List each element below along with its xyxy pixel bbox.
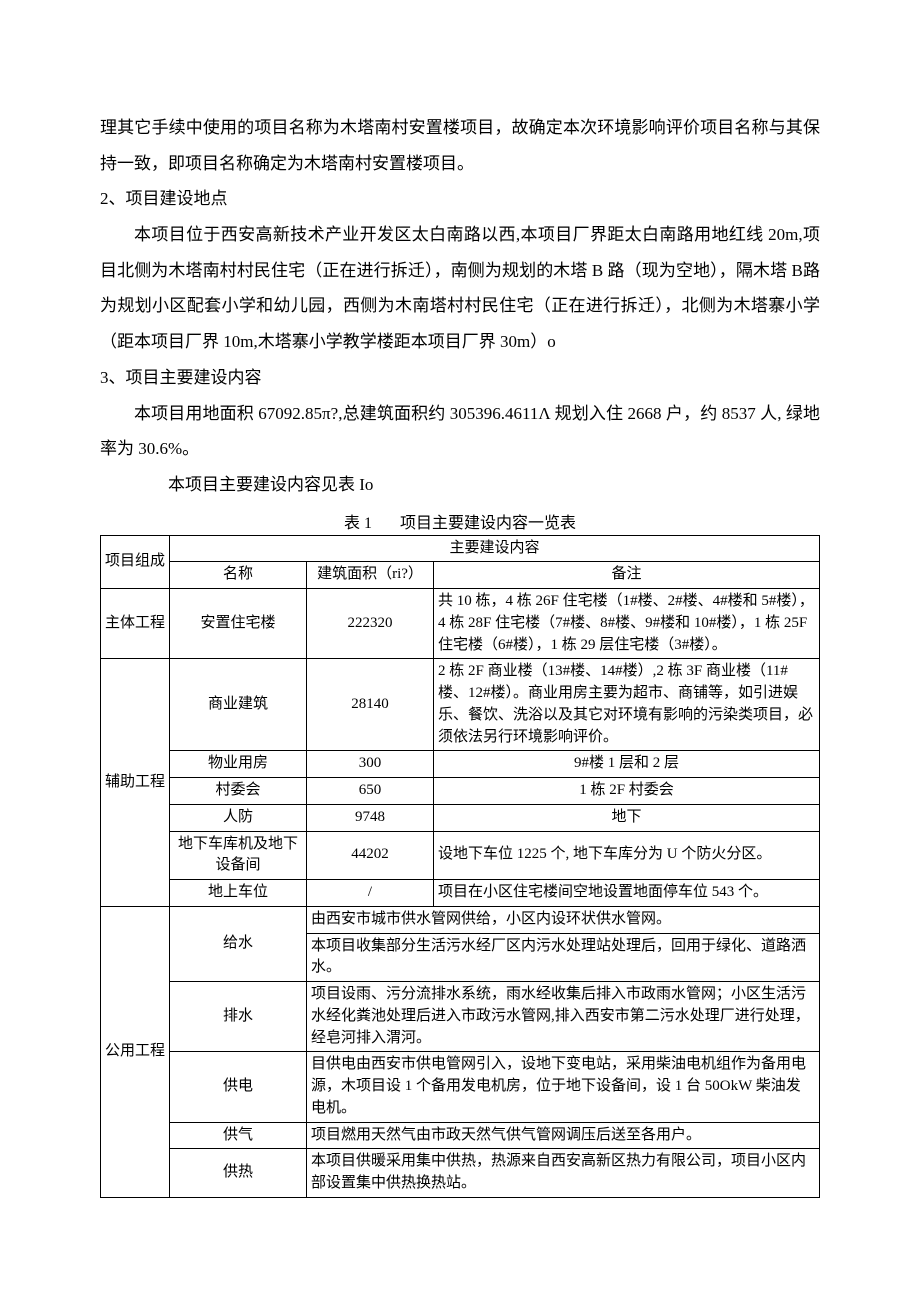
cell-note: 项目燃用天然气由市政天然气供气管网调压后送至各用户。 — [307, 1122, 820, 1149]
cell-area: / — [307, 880, 434, 907]
header-main: 主要建设内容 — [170, 535, 820, 562]
cell-note: 2 栋 2F 商业楼（13#楼、14#楼）,2 栋 3F 商业楼（11#楼、12… — [434, 659, 820, 751]
table-caption-number: 表 1 — [344, 515, 372, 532]
cell-name: 供电 — [170, 1052, 307, 1122]
cell-note: 1 栋 2F 村委会 — [434, 778, 820, 805]
cell-area: 44202 — [307, 831, 434, 880]
cell-name: 供热 — [170, 1149, 307, 1198]
cell-area: 300 — [307, 751, 434, 778]
section-heading: 3、项目主要建设内容 — [100, 360, 820, 396]
table-row: 公用工程 给水 由西安市城市供水管网供给，小区内设环状供水管网。 — [101, 906, 820, 933]
cell-note: 设地下车位 1225 个, 地下车库分为 U 个防火分区。 — [434, 831, 820, 880]
document-page: 理其它手续中使用的项目名称为木塔南村安置楼项目，故确定本次环境影响评价项目名称与… — [0, 0, 920, 1258]
cell-note: 9#楼 1 层和 2 层 — [434, 751, 820, 778]
cell-area: 222320 — [307, 589, 434, 659]
cell-area: 9748 — [307, 804, 434, 831]
table-caption: 表 1 项目主要建设内容一览表 — [100, 509, 820, 533]
paragraph: 本项目位于西安高新技术产业开发区太白南路以西,本项目厂界距太白南路用地红线 20… — [100, 217, 820, 360]
group-label: 公用工程 — [101, 906, 170, 1197]
table-row: 供气 项目燃用天然气由市政天然气供气管网调压后送至各用户。 — [101, 1122, 820, 1149]
cell-name: 安置住宅楼 — [170, 589, 307, 659]
section-heading: 2、项目建设地点 — [100, 181, 820, 217]
table-row: 辅助工程 商业建筑 28140 2 栋 2F 商业楼（13#楼、14#楼）,2 … — [101, 659, 820, 751]
header-group: 项目组成 — [101, 535, 170, 589]
cell-name: 地上车位 — [170, 880, 307, 907]
cell-name: 供气 — [170, 1122, 307, 1149]
table-row: 人防 9748 地下 — [101, 804, 820, 831]
header-name: 名称 — [170, 562, 307, 589]
table-row: 地下车库机及地下设备间 44202 设地下车位 1225 个, 地下车库分为 U… — [101, 831, 820, 880]
cell-note: 项目在小区住宅楼间空地设置地面停车位 543 个。 — [434, 880, 820, 907]
paragraph: 理其它手续中使用的项目名称为木塔南村安置楼项目，故确定本次环境影响评价项目名称与… — [100, 110, 820, 181]
cell-area: 650 — [307, 778, 434, 805]
group-label: 辅助工程 — [101, 659, 170, 907]
cell-note: 目供电由西安市供电管网引入，设地下变电站，采用柴油电机组作为备用电源，木项目设 … — [307, 1052, 820, 1122]
table-caption-title: 项目主要建设内容一览表 — [400, 515, 576, 532]
cell-note: 本项目供暖采用集中供热，热源来自西安高新区热力有限公司，项目小区内部设置集中供热… — [307, 1149, 820, 1198]
cell-note: 项目设雨、污分流排水系统，雨水经收集后排入市政雨水管网；小区生活污水经化粪池处理… — [307, 982, 820, 1052]
table-row: 地上车位 / 项目在小区住宅楼间空地设置地面停车位 543 个。 — [101, 880, 820, 907]
table-row: 主体工程 安置住宅楼 222320 共 10 栋，4 栋 26F 住宅楼（1#楼… — [101, 589, 820, 659]
cell-name: 地下车库机及地下设备间 — [170, 831, 307, 880]
table-header-row: 项目组成 主要建设内容 — [101, 535, 820, 562]
header-note: 备注 — [434, 562, 820, 589]
group-label: 主体工程 — [101, 589, 170, 659]
header-area: 建筑面积（ri?） — [307, 562, 434, 589]
cell-name: 村委会 — [170, 778, 307, 805]
cell-name: 商业建筑 — [170, 659, 307, 751]
cell-name: 给水 — [170, 906, 307, 981]
table-row: 供电 目供电由西安市供电管网引入，设地下变电站，采用柴油电机组作为备用电源，木项… — [101, 1052, 820, 1122]
cell-note: 地下 — [434, 804, 820, 831]
paragraph: 本项目用地面积 67092.85π?,总建筑面积约 305396.4611Λ 规… — [100, 396, 820, 467]
cell-area: 28140 — [307, 659, 434, 751]
table-row: 村委会 650 1 栋 2F 村委会 — [101, 778, 820, 805]
cell-name: 物业用房 — [170, 751, 307, 778]
construction-table: 项目组成 主要建设内容 名称 建筑面积（ri?） 备注 主体工程 安置住宅楼 2… — [100, 535, 820, 1198]
cell-note: 本项目收集部分生活污水经厂区内污水处理站处理后，回用于绿化、道路洒水。 — [307, 933, 820, 982]
table-row: 供热 本项目供暖采用集中供热，热源来自西安高新区热力有限公司，项目小区内部设置集… — [101, 1149, 820, 1198]
table-row: 排水 项目设雨、污分流排水系统，雨水经收集后排入市政雨水管网；小区生活污水经化粪… — [101, 982, 820, 1052]
cell-name: 人防 — [170, 804, 307, 831]
table-header-row: 名称 建筑面积（ri?） 备注 — [101, 562, 820, 589]
table-row: 物业用房 300 9#楼 1 层和 2 层 — [101, 751, 820, 778]
cell-name: 排水 — [170, 982, 307, 1052]
paragraph: 本项目主要建设内容见表 Io — [100, 467, 820, 503]
cell-note: 共 10 栋，4 栋 26F 住宅楼（1#楼、2#楼、4#楼和 5#楼），4 栋… — [434, 589, 820, 659]
cell-note: 由西安市城市供水管网供给，小区内设环状供水管网。 — [307, 906, 820, 933]
